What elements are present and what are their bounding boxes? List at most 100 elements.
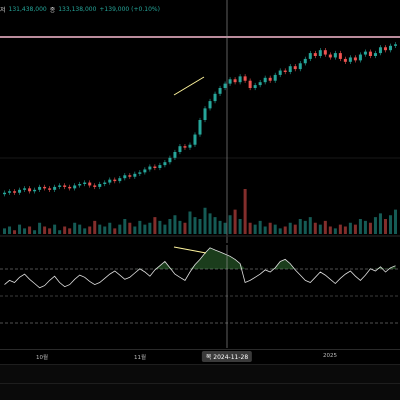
close-value: 133,138,000 bbox=[58, 5, 97, 13]
candle-body bbox=[343, 58, 347, 62]
ohlc-header: 저 131,438,000 종 133,138,000 +139,000 (+0… bbox=[0, 3, 160, 15]
candle-body bbox=[23, 188, 27, 190]
candle-body bbox=[203, 108, 207, 120]
volume-bar bbox=[263, 226, 267, 234]
candle-body bbox=[373, 53, 377, 56]
volume-bar bbox=[168, 219, 172, 234]
trendline[interactable] bbox=[173, 76, 205, 96]
volume-bar bbox=[363, 220, 367, 234]
candle-body bbox=[233, 79, 237, 83]
candle-body bbox=[68, 186, 72, 189]
volume-bar bbox=[108, 222, 112, 234]
candle-body bbox=[123, 175, 127, 179]
candle-body bbox=[218, 88, 222, 94]
volume-bar bbox=[33, 230, 37, 234]
volume-bar bbox=[163, 224, 167, 234]
volume-bar bbox=[378, 213, 382, 234]
volume-bar bbox=[303, 220, 307, 234]
volume-bar bbox=[93, 220, 97, 234]
volume-bar bbox=[308, 217, 312, 234]
volume-bar bbox=[193, 217, 197, 234]
volume-bar bbox=[298, 219, 302, 234]
volume-bar bbox=[198, 219, 202, 234]
volume-bar bbox=[388, 215, 392, 234]
candle-body bbox=[318, 50, 322, 56]
volume-bars bbox=[3, 189, 397, 234]
crosshair-date-label: 목 2024-11-28 bbox=[201, 351, 253, 362]
volume-bar bbox=[268, 222, 272, 234]
indicator-line bbox=[4, 247, 396, 289]
candle-body bbox=[213, 93, 217, 102]
candle-body bbox=[288, 66, 292, 72]
volume-bar bbox=[158, 220, 162, 234]
time-axis[interactable]: 10월 11월 2025 목 2024-11-28 bbox=[0, 349, 400, 364]
candle-body bbox=[128, 175, 132, 177]
volume-bar bbox=[183, 222, 187, 234]
candle-body bbox=[248, 80, 252, 88]
volume-bar bbox=[43, 226, 47, 234]
price-chart-pane[interactable] bbox=[0, 0, 400, 243]
candle-body bbox=[388, 45, 392, 51]
volume-bar bbox=[338, 224, 342, 234]
volume-bar bbox=[148, 222, 152, 234]
candle-body bbox=[243, 76, 247, 81]
volume-bar bbox=[98, 224, 102, 234]
candle-body bbox=[293, 66, 297, 70]
volume-bar bbox=[333, 228, 337, 234]
candle-body bbox=[153, 166, 157, 168]
volume-bar bbox=[58, 230, 62, 234]
candle-body bbox=[268, 77, 272, 81]
candle-body bbox=[358, 54, 362, 61]
volume-bar bbox=[113, 228, 117, 234]
volume-bar bbox=[8, 226, 12, 234]
candle-body bbox=[183, 146, 187, 148]
volume-bar bbox=[153, 217, 157, 234]
volume-bar bbox=[123, 219, 127, 234]
candle-body bbox=[323, 50, 327, 55]
volume-bar bbox=[228, 215, 232, 234]
volume-bar bbox=[273, 224, 277, 234]
volume-bar bbox=[173, 215, 177, 234]
volume-bar bbox=[118, 224, 122, 234]
candle-body bbox=[368, 51, 372, 56]
candle-body bbox=[88, 182, 92, 186]
volume-bar bbox=[188, 211, 192, 234]
volume-bar bbox=[48, 228, 52, 234]
volume-bar bbox=[343, 226, 347, 234]
volume-bar bbox=[293, 224, 297, 234]
candle-body bbox=[63, 185, 67, 187]
candle-body bbox=[263, 77, 267, 83]
indicator-trendline[interactable] bbox=[173, 246, 207, 254]
open-value: 131,438,000 bbox=[8, 5, 47, 13]
candle-body bbox=[58, 185, 62, 187]
candle-body bbox=[328, 54, 332, 58]
volume-bar bbox=[23, 228, 27, 234]
close-label: 종 bbox=[49, 6, 56, 14]
candle-body bbox=[163, 162, 167, 166]
candle-body bbox=[273, 74, 277, 81]
candles bbox=[3, 42, 397, 197]
open-label: 저 bbox=[0, 6, 6, 14]
candle-body bbox=[13, 191, 17, 193]
candle-body bbox=[378, 47, 382, 54]
volume-bar bbox=[178, 220, 182, 234]
indicator-overbought-fill bbox=[4, 247, 396, 269]
volume-bar bbox=[233, 209, 237, 234]
volume-bar bbox=[13, 230, 17, 234]
candle-body bbox=[158, 165, 162, 168]
candle-body bbox=[353, 57, 357, 61]
volume-bar bbox=[128, 222, 132, 234]
time-label-2025: 2025 bbox=[323, 353, 337, 359]
indicator-pane[interactable] bbox=[0, 245, 400, 348]
volume-bar bbox=[353, 224, 357, 234]
volume-bar bbox=[203, 207, 207, 234]
candle-body bbox=[43, 186, 47, 189]
volume-bar bbox=[63, 226, 67, 234]
volume-bar bbox=[288, 222, 292, 234]
volume-bar bbox=[88, 226, 92, 234]
volume-bar bbox=[208, 213, 212, 234]
candle-body bbox=[103, 182, 107, 184]
volume-bar bbox=[253, 224, 257, 234]
volume-bar bbox=[368, 222, 372, 234]
